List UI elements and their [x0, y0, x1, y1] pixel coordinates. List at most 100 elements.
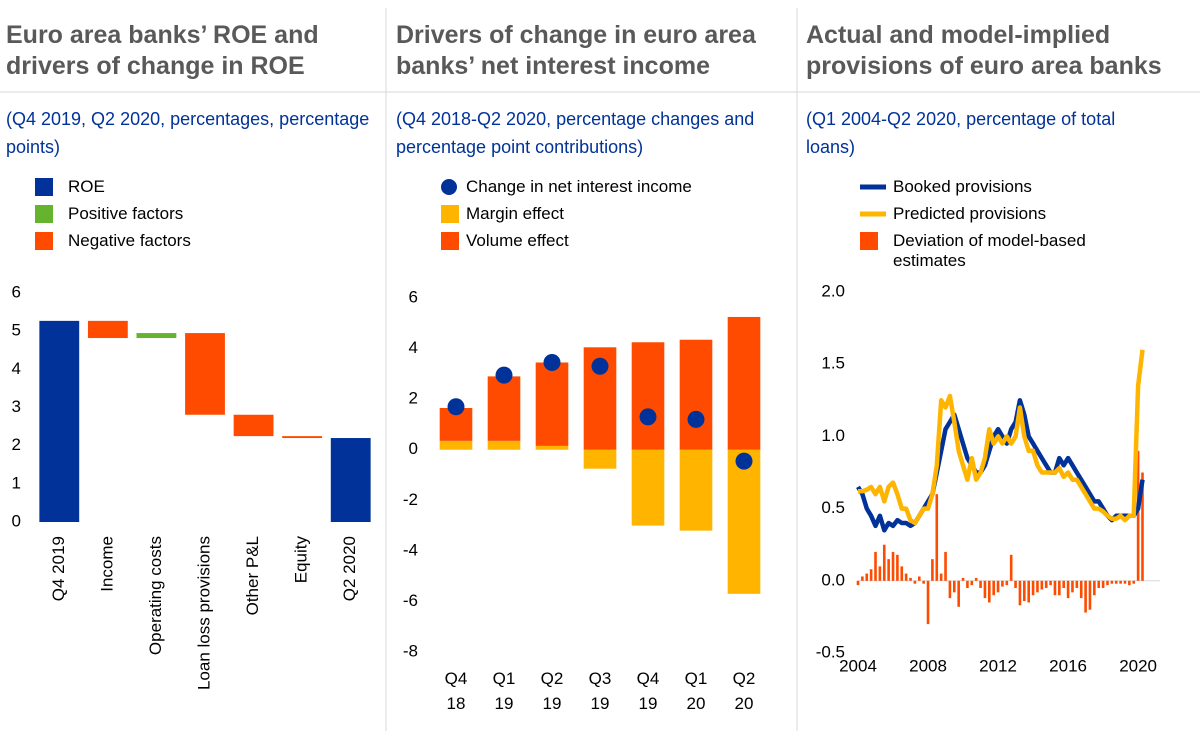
x-tick-label: Q2 20: [732, 669, 756, 713]
legend-label: Volume effect: [466, 231, 569, 250]
bar: [939, 573, 943, 581]
bar: [996, 580, 1000, 593]
bar: [861, 576, 864, 581]
chart-title: Euro area banks’ ROE and drivers of chan…: [6, 21, 319, 80]
bar: [631, 342, 665, 450]
bar: [913, 580, 917, 584]
bar: [1101, 580, 1105, 589]
legend-label: Change in net interest income: [466, 177, 692, 196]
bar: [900, 566, 904, 581]
bar: [233, 414, 274, 437]
x-tick-label: 2016: [1049, 656, 1087, 675]
bar: [1097, 580, 1101, 589]
bar: [1036, 580, 1039, 593]
x-tick-label: Q4 19: [636, 669, 660, 713]
y-tick-label: 2.0: [821, 281, 845, 300]
x-tick-label: 2004: [839, 656, 877, 675]
x-tick-label: Q4 2019: [49, 536, 68, 601]
bar: [957, 580, 960, 607]
bar: [185, 333, 225, 415]
x-tick-label: Q2 2020: [340, 536, 359, 601]
y-tick-label: 2: [12, 435, 21, 454]
y-tick-label: 2: [409, 389, 418, 408]
y-tick-label: -6: [403, 591, 418, 610]
x-tick-label: Other P&L: [243, 536, 262, 615]
bar: [1071, 580, 1074, 593]
bar: [1040, 580, 1044, 590]
x-tick-label: 2012: [979, 656, 1017, 675]
legend-label: Margin effect: [466, 204, 564, 223]
bar: [1114, 580, 1118, 584]
bar: [1136, 450, 1140, 581]
bar: [679, 449, 713, 531]
bar: [922, 580, 925, 584]
chart-title: Actual and model-implied provisions of e…: [806, 21, 1162, 80]
bar: [909, 577, 912, 581]
bar: [487, 440, 521, 450]
y-tick-label: 0: [409, 439, 418, 458]
bar: [1053, 580, 1057, 596]
chart-subtitle: (Q1 2004-Q2 2020, percentage of total lo…: [806, 109, 1116, 157]
chart-subtitle: (Q4 2018-Q2 2020, percentage changes and…: [396, 109, 755, 157]
line: [856, 398, 1145, 533]
legend-label: ROE: [68, 177, 105, 196]
bar: [1001, 580, 1004, 587]
y-tick-label: 0.0: [821, 570, 845, 589]
bar: [87, 320, 128, 339]
bar: [1062, 580, 1066, 589]
y-tick-label: 4: [409, 338, 418, 357]
y-tick-label: 5: [12, 321, 21, 340]
chart-title: Drivers of change in euro area banks’ ne…: [396, 21, 756, 80]
legend-marker: [35, 178, 53, 196]
bar: [988, 580, 991, 603]
bar: [1084, 580, 1087, 613]
chart-subtitle: (Q4 2019, Q2 2020, percentages, percenta…: [6, 109, 370, 157]
bar: [887, 559, 890, 581]
bar: [727, 316, 761, 450]
y-tick-label: -0.5: [816, 642, 845, 661]
legend-marker: [35, 232, 53, 250]
bar: [1044, 580, 1048, 589]
bar: [1106, 580, 1109, 586]
bar: [1079, 580, 1083, 599]
bar: [679, 339, 713, 450]
bar: [1023, 580, 1026, 602]
bar: [1018, 580, 1022, 606]
bar: [966, 580, 969, 589]
bar: [583, 449, 617, 469]
bar: [917, 576, 921, 581]
bar: [865, 573, 869, 581]
bar: [992, 580, 995, 596]
bar: [1119, 580, 1122, 584]
x-tick-label: Equity: [292, 536, 311, 584]
legend-marker: [860, 232, 878, 250]
y-tick-label: -4: [403, 540, 418, 559]
bar: [727, 449, 761, 594]
bar: [944, 551, 947, 581]
bar: [882, 544, 886, 581]
legend-label: Booked provisions: [893, 177, 1032, 196]
y-tick-label: 3: [12, 397, 21, 416]
bar: [970, 580, 974, 586]
legend-label: Predicted provisions: [893, 204, 1047, 223]
legend-marker: [441, 232, 459, 250]
bar: [1058, 580, 1061, 596]
bar: [487, 376, 521, 441]
bar: [983, 580, 987, 599]
legend-label: Positive factors: [68, 204, 184, 223]
bar: [952, 580, 956, 593]
y-tick-label: 6: [12, 282, 21, 301]
bar: [1093, 580, 1096, 596]
point: [543, 353, 561, 371]
x-tick-label: Income: [97, 536, 116, 592]
y-tick-label: 1.0: [821, 426, 845, 445]
x-tick-label: Q4 18: [444, 669, 468, 713]
bar: [948, 580, 952, 599]
bar: [1049, 580, 1052, 586]
bar: [1128, 580, 1131, 586]
bar: [874, 551, 877, 581]
y-tick-label: -8: [403, 641, 418, 660]
y-tick-label: 0: [12, 511, 21, 530]
bar: [931, 559, 934, 581]
